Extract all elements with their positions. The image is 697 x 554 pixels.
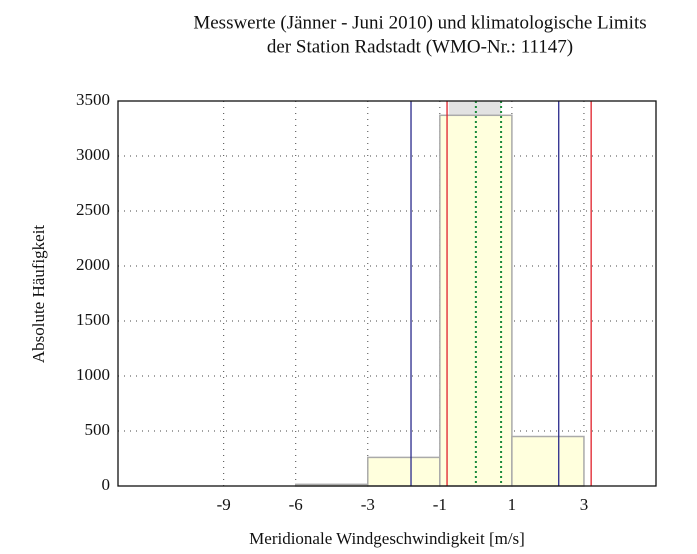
x-tick-label: 1 [508, 495, 517, 514]
bar [439, 114, 513, 487]
x-tick-label: -9 [217, 495, 231, 514]
plot-frame [117, 100, 657, 487]
y-tick-label: 500 [85, 420, 111, 439]
y-tick-label: 3500 [76, 90, 110, 109]
y-tick-label: 1000 [76, 365, 110, 384]
x-tick-label: -3 [361, 495, 375, 514]
chart-title: Messwerte (Jänner - Juni 2010) und klima… [193, 12, 646, 33]
x-tick-label: -1 [433, 495, 447, 514]
y-tick-label: 2000 [76, 255, 110, 274]
x-tick-label: -6 [289, 495, 303, 514]
y-tick-label: 0 [102, 475, 111, 494]
y-tick-label: 3000 [76, 145, 110, 164]
x-tick-label: 3 [580, 495, 589, 514]
bar [511, 435, 585, 487]
x-axis-label: Meridionale Windgeschwindigkeit [m/s] [249, 529, 525, 548]
bar [367, 456, 441, 487]
chart-title: der Station Radstadt (WMO-Nr.: 11147) [267, 36, 573, 57]
y-axis-label: Absolute Häufigkeit [29, 225, 48, 364]
y-tick-label: 1500 [76, 310, 110, 329]
y-tick-label: 2500 [76, 200, 110, 219]
